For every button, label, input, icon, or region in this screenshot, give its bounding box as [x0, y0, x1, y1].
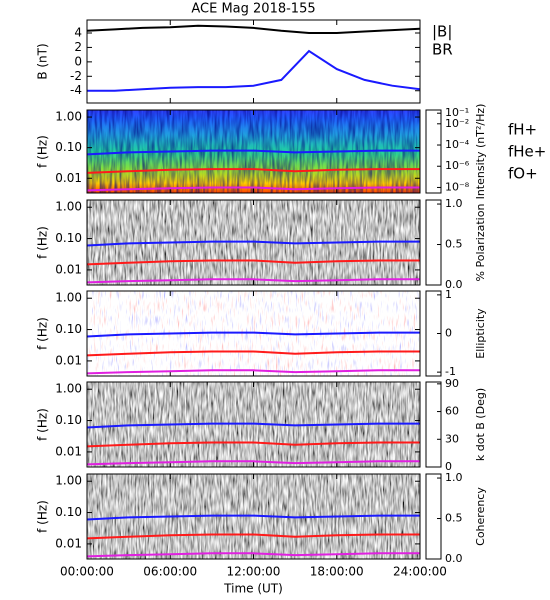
- colorbar-tick-label: 1.0: [445, 197, 463, 210]
- series-line: [86, 552, 420, 558]
- series-line: [86, 168, 420, 174]
- series-line: [86, 514, 420, 521]
- legend-entry: BR: [432, 41, 453, 59]
- plot-frame: [86, 381, 421, 468]
- plot-frame: [86, 109, 421, 194]
- x-tick-label: 00:00:00: [60, 565, 114, 579]
- series-line: [86, 460, 420, 466]
- plot-frame: [86, 290, 421, 377]
- x-tick-label: 12:00:00: [227, 565, 281, 579]
- y-tick-label: 1.00: [55, 382, 82, 396]
- y-tick-label: 1.00: [55, 291, 82, 305]
- colorbar: [425, 199, 442, 286]
- colorbar-label: Ellipticity: [474, 308, 487, 359]
- colorbar-label: % Polarization: [474, 204, 487, 282]
- y-tick-label: 4: [74, 25, 82, 39]
- colorbar-tick-label: 0.0: [445, 552, 463, 565]
- y-tick-label: 0.01: [55, 444, 82, 458]
- colorbar-tick-label: 10⁻¹: [445, 106, 469, 119]
- legend-entry: fH+: [508, 121, 537, 139]
- y-tick-label: 0.01: [55, 353, 82, 367]
- colorbar-tick-label: 10⁻⁶: [445, 159, 470, 172]
- chart-title: ACE Mag 2018-155: [191, 2, 315, 17]
- y-tick-label: 1.00: [55, 200, 82, 214]
- series-line: [86, 278, 420, 284]
- colorbar-tick-label: 0: [445, 327, 452, 340]
- plot-frame: [86, 19, 421, 104]
- y-tick-label: 0.10: [55, 413, 82, 427]
- colorbar-tick-label: 0.5: [445, 512, 463, 525]
- colorbar-tick-label: 1.0: [445, 471, 463, 484]
- plot-frame: [86, 199, 421, 286]
- y-tick-label: 0.01: [55, 262, 82, 276]
- y-tick-label: 0.10: [55, 231, 82, 245]
- y-axis-label: f (Hz): [36, 226, 50, 259]
- legend-entry: |B|: [432, 23, 452, 41]
- y-tick-label: 0: [74, 54, 82, 68]
- x-tick-label: 18:00:00: [310, 565, 364, 579]
- y-tick-label: 0.10: [55, 322, 82, 336]
- colorbar-label: Intensity (nT²/Hz): [474, 104, 487, 200]
- colorbar-tick-label: 1: [445, 288, 452, 301]
- series-line: [86, 422, 420, 429]
- colorbar: [425, 381, 442, 468]
- colorbar-tick-label: 0.0: [445, 278, 463, 291]
- y-tick-label: 0.01: [55, 171, 82, 185]
- colorbar-label: Coherency: [474, 487, 487, 546]
- colorbar: [425, 473, 442, 560]
- y-tick-label: 2: [74, 40, 82, 54]
- x-tick-label: 06:00:00: [143, 565, 197, 579]
- series-line: [86, 259, 420, 266]
- y-tick-label: 0.10: [55, 505, 82, 519]
- colorbar-tick-label: 60: [445, 405, 459, 418]
- y-axis-label: B (nT): [36, 43, 50, 79]
- series-line: [86, 186, 420, 192]
- series-line: [86, 441, 420, 448]
- plot-frame: [86, 473, 421, 560]
- y-tick-label: -2: [70, 69, 82, 83]
- y-tick-label: 1.00: [55, 474, 82, 488]
- colorbar-tick-label: 10⁻⁸: [445, 180, 470, 193]
- series-line: [86, 149, 420, 156]
- legend-entry: fHe+: [508, 143, 546, 161]
- series-line: [86, 240, 420, 247]
- series-line: [86, 350, 420, 357]
- y-axis-label: f (Hz): [36, 408, 50, 441]
- y-tick-label: -4: [70, 83, 82, 97]
- series-line: [87, 49, 421, 92]
- y-tick-label: 1.00: [55, 110, 82, 124]
- y-axis-label: f (Hz): [36, 317, 50, 350]
- series-line: [86, 331, 420, 338]
- y-tick-label: 0.01: [55, 536, 82, 550]
- colorbar-tick-label: 0: [445, 460, 452, 473]
- colorbar: [425, 109, 442, 194]
- x-axis-label: Time (UT): [223, 582, 283, 596]
- colorbar-tick-label: 10⁻⁴: [445, 138, 470, 151]
- series-line: [86, 24, 421, 34]
- colorbar-tick-label: 30: [445, 432, 459, 445]
- colorbar-label: k dot B (Deg): [474, 388, 487, 461]
- y-axis-label: f (Hz): [36, 135, 50, 168]
- series-line: [86, 369, 420, 375]
- colorbar-tick-label: 10⁻²: [445, 117, 469, 130]
- x-tick-label: 24:00:00: [393, 565, 447, 579]
- y-tick-label: 0.10: [55, 140, 82, 154]
- colorbar-tick-label: -1: [445, 365, 456, 378]
- y-axis-label: f (Hz): [36, 500, 50, 533]
- series-line: [86, 533, 420, 540]
- colorbar-tick-label: 90: [445, 377, 459, 390]
- legend-entry: fO+: [508, 165, 538, 183]
- colorbar-tick-label: 0.5: [445, 238, 463, 251]
